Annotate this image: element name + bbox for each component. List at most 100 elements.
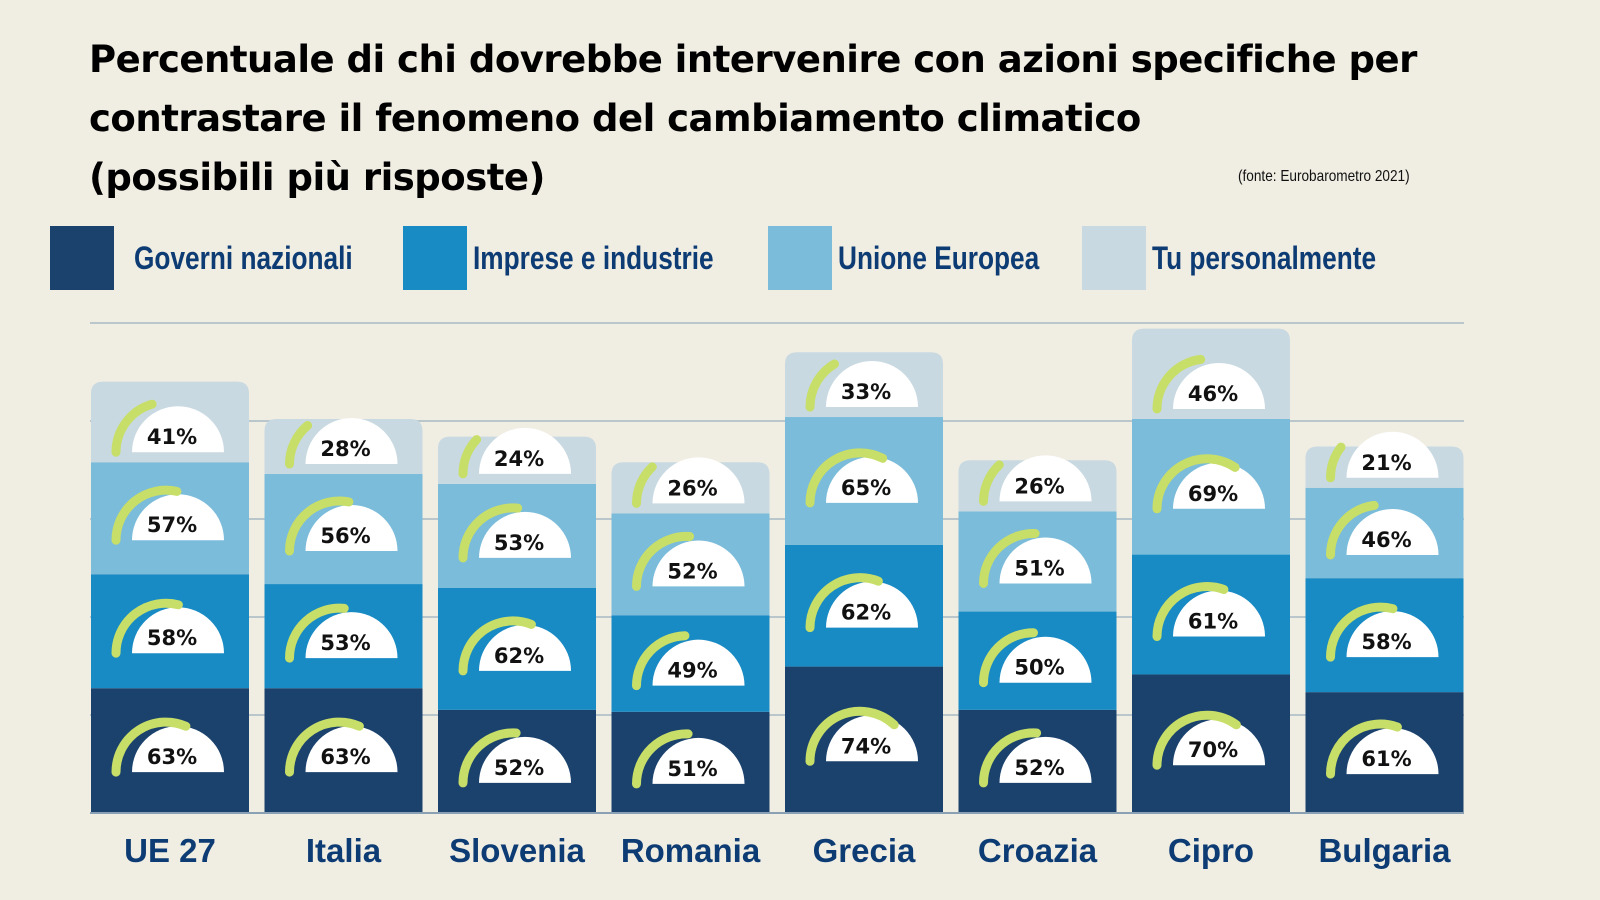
gauge-background: [479, 511, 571, 558]
gauge-background: [305, 418, 398, 465]
data-label: 49%: [667, 659, 717, 683]
legend-label: Unione Europea: [838, 239, 1040, 276]
data-label: 52%: [1014, 756, 1064, 780]
gauge-background: [999, 736, 1092, 783]
gauge-background: [132, 726, 224, 773]
gauge-arc: [632, 462, 657, 508]
data-label: 57%: [147, 513, 197, 537]
gauge-background: [1346, 611, 1439, 658]
legend-label: Tu personalmente: [1152, 239, 1377, 276]
legend: Governi nazionali Imprese e industrie Un…: [0, 226, 1568, 290]
gauge-arc: [1152, 710, 1241, 770]
gauge-arc: [979, 460, 1004, 506]
x-tick-label: Slovenia: [449, 832, 585, 869]
gauge-background: [826, 456, 918, 503]
gauge-background: [1173, 719, 1265, 766]
gauge-arc: [1326, 719, 1402, 779]
gauge-background: [305, 726, 398, 773]
gauge-background: [652, 639, 745, 686]
gauge-arc: [805, 359, 839, 412]
gauge-arc: [111, 717, 191, 777]
data-label: 58%: [147, 626, 197, 650]
legend-label: Imprese e industrie: [473, 239, 714, 276]
gauge-background: [479, 736, 571, 783]
legend-swatch: [1082, 226, 1146, 290]
gauge-arc: [979, 728, 1042, 788]
gauge-arc: [979, 628, 1038, 688]
legend-item-tu: Tu personalmente: [1082, 226, 1425, 290]
gauge-arc: [285, 496, 354, 556]
x-tick-label: UE 27: [124, 832, 216, 869]
gauge-arc: [1325, 442, 1346, 483]
gauge-background: [1173, 462, 1265, 509]
gauge-background: [826, 361, 918, 408]
gauge-background: [999, 455, 1092, 502]
data-label: 46%: [1188, 382, 1238, 406]
data-label: 41%: [147, 425, 197, 449]
legend-swatch: [403, 226, 467, 290]
title-line-1: Percentuale di chi dovrebbe intervenire …: [89, 38, 1417, 81]
gauge-arc: [1152, 582, 1229, 642]
gauge-background: [305, 612, 398, 659]
gauge-background: [1173, 363, 1265, 409]
data-label: 74%: [841, 734, 891, 758]
gauge-background: [479, 427, 571, 474]
legend-swatch: [768, 226, 832, 290]
gauge-arc: [805, 448, 888, 508]
stacked-bar-chart: 63% 58% 57% 41% UE 27 63% 53% 56% 28% Italia 52% 62…: [90, 322, 1464, 869]
legend-label: Governi nazionali: [134, 239, 353, 276]
data-label: 51%: [667, 757, 717, 781]
data-label: 24%: [494, 447, 544, 471]
data-label: 63%: [320, 745, 370, 769]
gauge-arc: [1152, 454, 1240, 514]
gauge-arc: [1326, 500, 1379, 560]
legend-item-ue: Unione Europea: [768, 226, 1083, 290]
legend-item-imprese: Imprese e industrie: [403, 226, 766, 290]
gauge-arc: [632, 631, 690, 691]
gauge-arc: [805, 706, 899, 766]
data-label: 52%: [494, 756, 544, 780]
gauge-arc: [285, 717, 364, 777]
data-label: 69%: [1188, 482, 1238, 506]
chart-title: Percentuale di chi dovrebbe intervenire …: [89, 30, 1529, 207]
gauge-background: [1173, 590, 1265, 637]
gauge-arc: [979, 528, 1040, 588]
x-tick-label: Croazia: [978, 832, 1098, 869]
data-label: 61%: [1188, 610, 1238, 634]
gauge-background: [132, 494, 224, 541]
x-tick-label: Grecia: [813, 832, 916, 869]
x-tick-label: Romania: [621, 832, 761, 869]
title-line-2: contrastare il fenomeno del cambiamento …: [89, 97, 1141, 140]
data-label: 50%: [1014, 656, 1064, 680]
data-label: 28%: [320, 437, 370, 461]
gauge-background: [479, 624, 571, 671]
data-label: 63%: [147, 745, 197, 769]
data-label: 62%: [841, 601, 891, 625]
data-label: 62%: [494, 644, 544, 668]
data-label: 51%: [1014, 556, 1064, 580]
data-label: 21%: [1361, 451, 1411, 475]
gauge-arc: [632, 729, 693, 789]
data-label: 56%: [320, 524, 370, 548]
gauge-background: [1346, 728, 1439, 775]
data-label: 58%: [1361, 630, 1411, 654]
gauge-arc: [285, 421, 313, 469]
gauge-background: [999, 537, 1092, 584]
gauge-arc: [458, 728, 521, 788]
gauge-background: [132, 406, 224, 453]
data-label: 26%: [667, 476, 717, 500]
title-line-3: (possibili più risposte): [89, 156, 545, 199]
gauge-background: [305, 505, 398, 552]
gauge-arc: [1152, 354, 1206, 414]
gauge-background: [1346, 431, 1439, 478]
data-label: 65%: [841, 476, 891, 500]
data-label: 46%: [1361, 528, 1411, 552]
data-label: 70%: [1188, 738, 1238, 762]
data-label: 26%: [1014, 474, 1064, 498]
legend-swatch: [50, 226, 114, 290]
data-label: 33%: [841, 380, 891, 404]
gauge-arc: [458, 616, 536, 676]
gauge-background: [652, 737, 745, 784]
gauge-arc: [632, 531, 695, 591]
gauge-arc: [458, 435, 482, 479]
